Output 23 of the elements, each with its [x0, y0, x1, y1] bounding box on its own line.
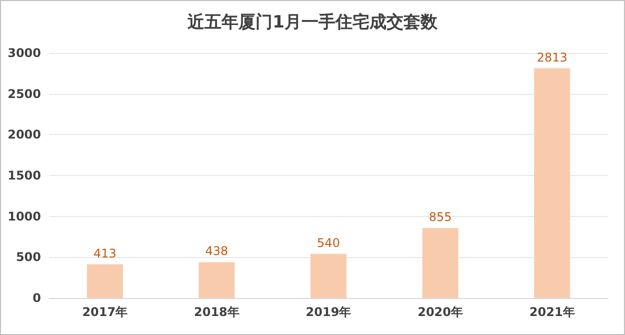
data-label: 438	[205, 244, 228, 258]
y-tick-label: 0	[32, 291, 41, 305]
bar	[534, 68, 570, 298]
bar	[422, 228, 458, 298]
bar	[198, 262, 235, 298]
bar	[310, 254, 346, 298]
data-label: 855	[428, 210, 452, 224]
x-tick-label: 2021年	[529, 305, 575, 319]
data-label: 540	[317, 236, 340, 250]
data-label: 2813	[536, 50, 568, 64]
y-tick-label: 2000	[8, 128, 41, 142]
x-tick-label: 2017年	[82, 305, 128, 319]
y-tick-label: 2500	[8, 86, 41, 101]
data-label: 413	[93, 246, 116, 260]
y-tick-label: 1000	[8, 209, 41, 224]
y-tick-label: 500	[16, 250, 41, 264]
bar	[86, 264, 123, 298]
y-tick-label: 3000	[8, 46, 41, 60]
x-tick-label: 2019年	[306, 305, 352, 319]
chart-title: 近五年厦门1月一手住宅成交套数	[186, 12, 438, 32]
x-tick-label: 2018年	[194, 305, 240, 319]
x-tick-label: 2020年	[418, 305, 464, 319]
y-tick-label: 1500	[8, 168, 41, 182]
